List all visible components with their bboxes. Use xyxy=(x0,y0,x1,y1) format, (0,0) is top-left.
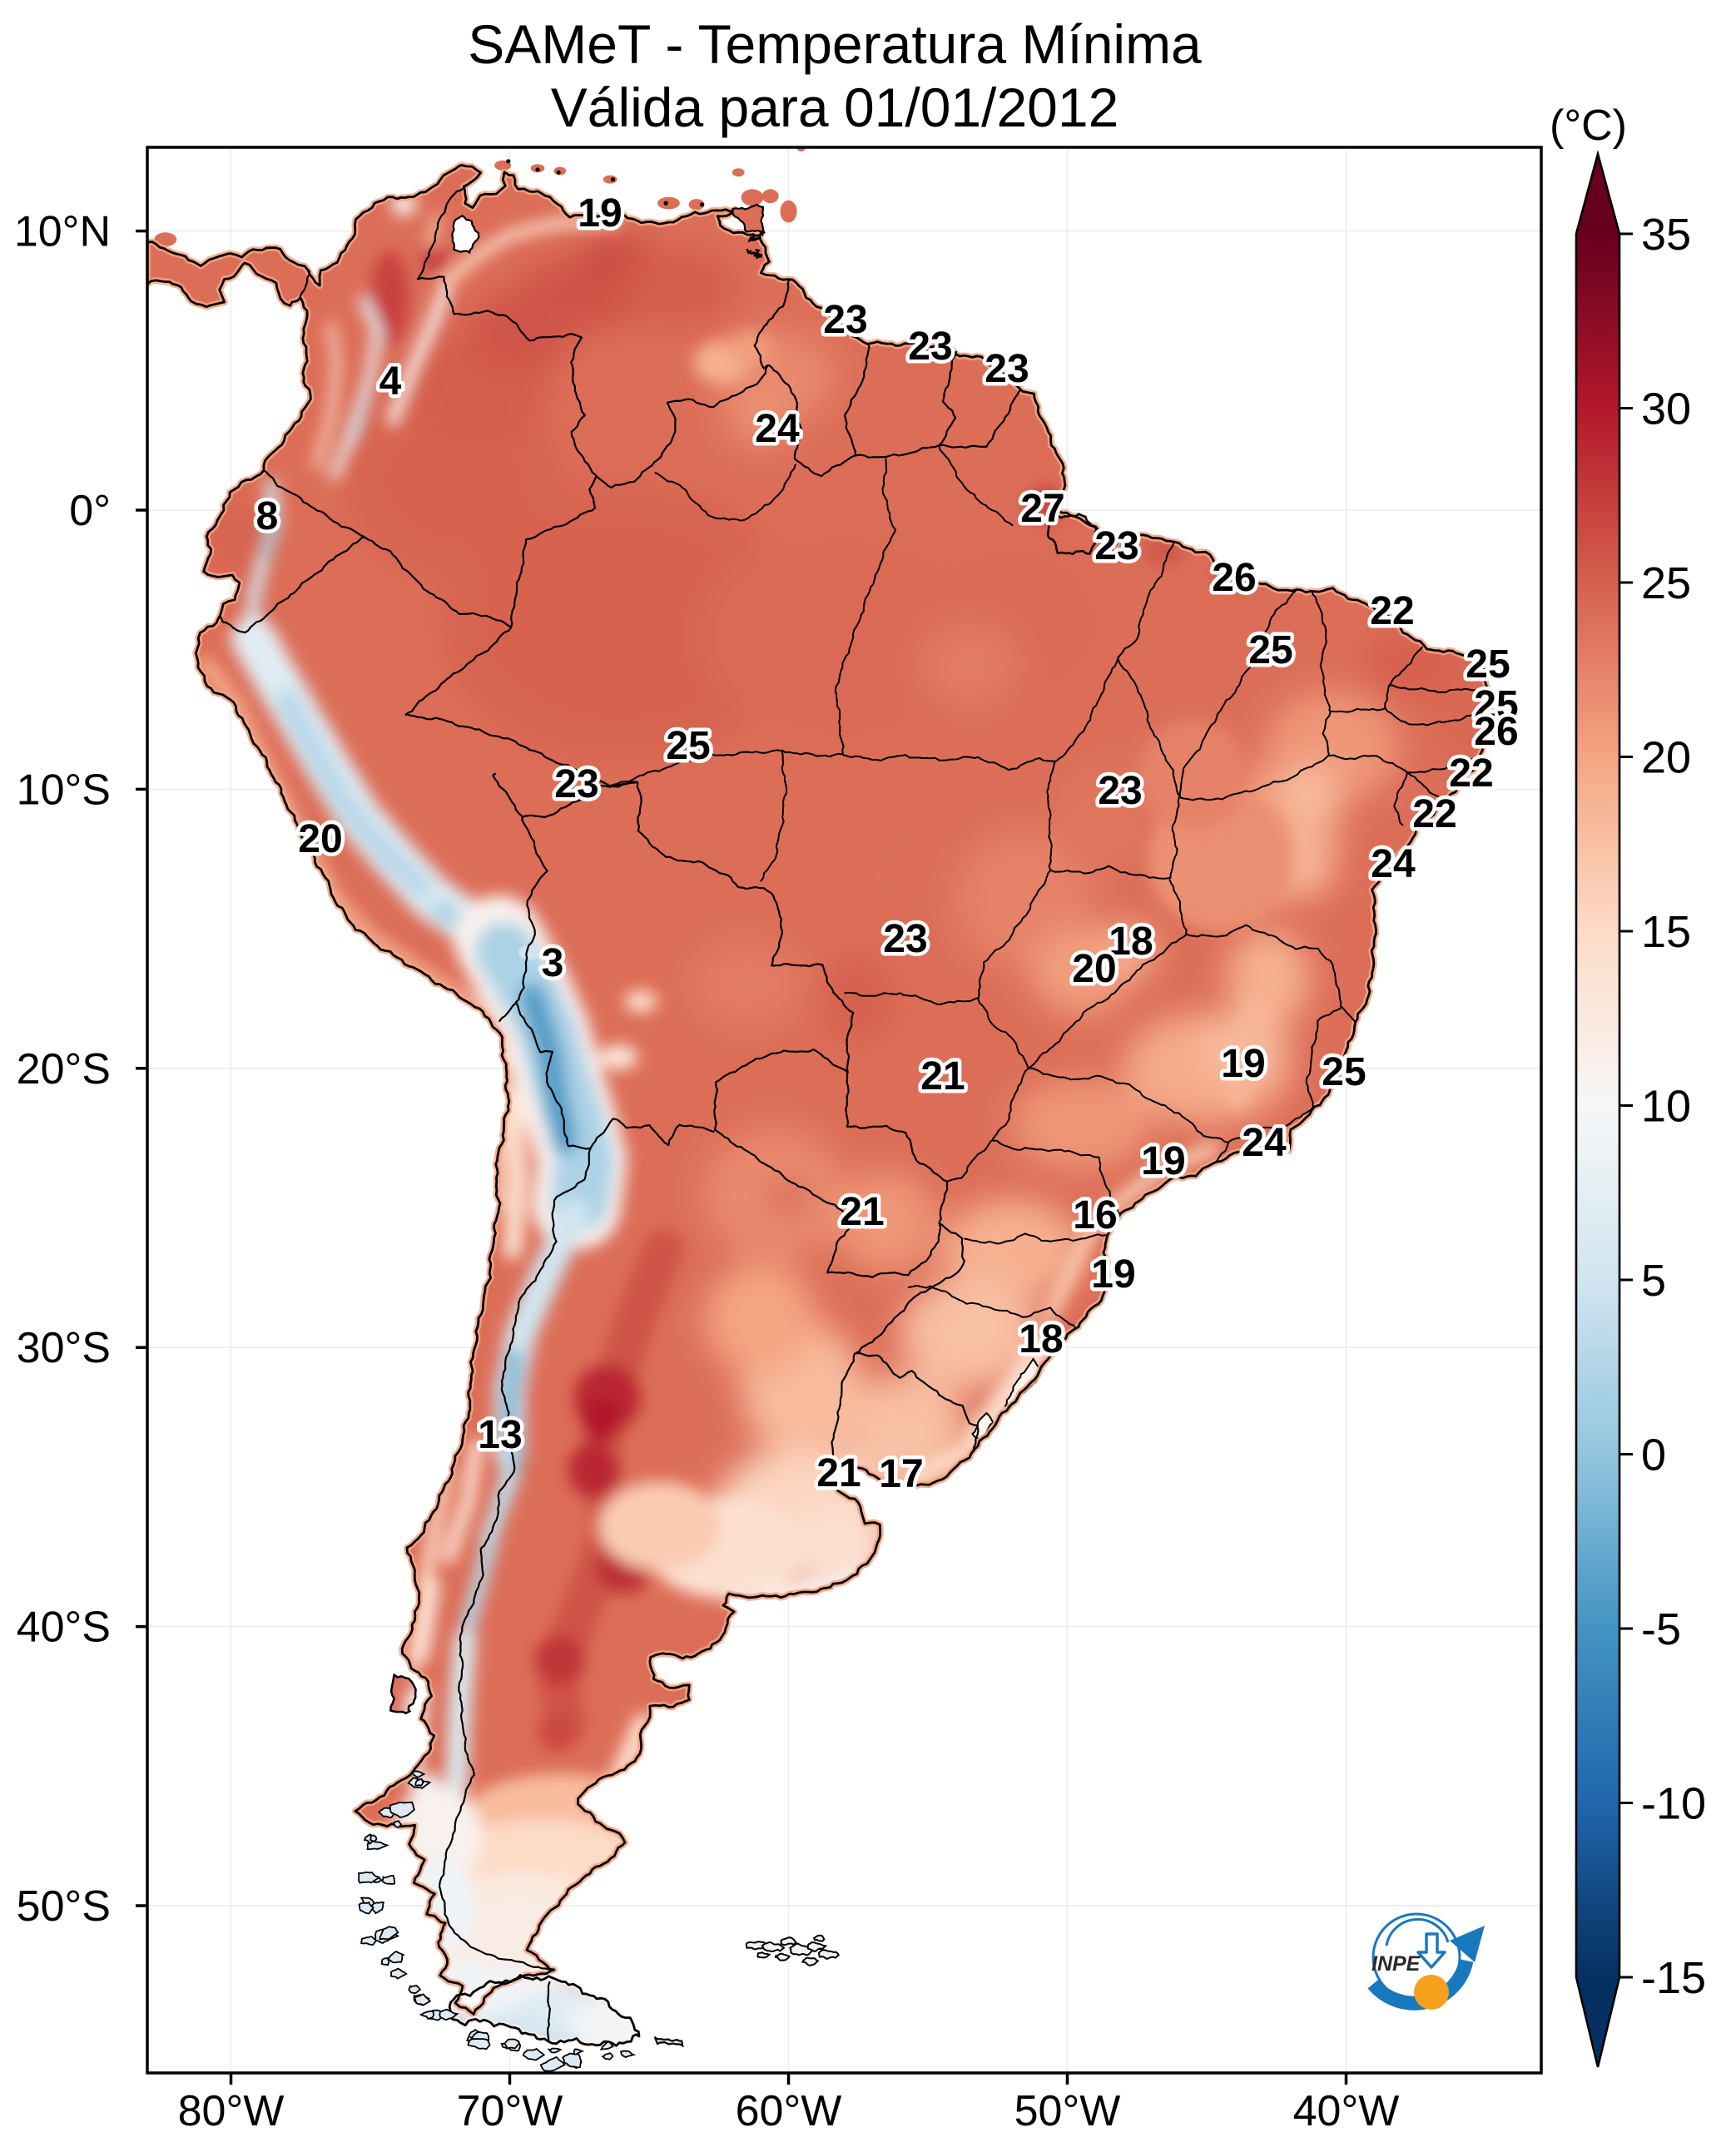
svg-text:10: 10 xyxy=(1641,1082,1691,1132)
svg-text:25: 25 xyxy=(1322,1050,1366,1094)
svg-text:0°: 0° xyxy=(69,487,111,535)
svg-text:25: 25 xyxy=(1466,642,1510,687)
svg-text:23: 23 xyxy=(823,298,867,342)
svg-text:20: 20 xyxy=(1072,947,1116,991)
svg-text:80°W: 80°W xyxy=(178,2087,285,2135)
svg-text:10°S: 10°S xyxy=(17,766,111,814)
svg-text:18: 18 xyxy=(1109,920,1153,964)
svg-text:17: 17 xyxy=(879,1452,923,1496)
svg-text:19: 19 xyxy=(1221,1042,1265,1086)
svg-text:26: 26 xyxy=(1212,556,1256,600)
svg-text:60°W: 60°W xyxy=(736,2087,842,2135)
svg-text:16: 16 xyxy=(1073,1193,1117,1237)
svg-text:5: 5 xyxy=(1641,1256,1666,1306)
svg-text:30°S: 30°S xyxy=(17,1324,111,1372)
svg-text:18: 18 xyxy=(1019,1317,1063,1361)
svg-text:20: 20 xyxy=(298,817,342,861)
svg-text:21: 21 xyxy=(816,1451,861,1495)
svg-text:22: 22 xyxy=(1412,792,1456,836)
svg-text:22: 22 xyxy=(1449,751,1493,796)
svg-text:19: 19 xyxy=(1091,1252,1135,1297)
svg-text:20°S: 20°S xyxy=(17,1045,111,1093)
svg-text:50°S: 50°S xyxy=(17,1882,111,1931)
svg-text:-15: -15 xyxy=(1641,1953,1706,2003)
svg-text:23: 23 xyxy=(554,762,598,806)
svg-text:23: 23 xyxy=(1098,769,1142,813)
svg-text:23: 23 xyxy=(985,347,1029,391)
svg-text:22: 22 xyxy=(1370,589,1414,633)
svg-text:19: 19 xyxy=(1141,1139,1185,1183)
svg-text:40°S: 40°S xyxy=(17,1604,111,1652)
svg-text:-5: -5 xyxy=(1641,1604,1681,1654)
svg-text:8: 8 xyxy=(256,494,279,538)
svg-text:Válida para 01/01/2012: Válida para 01/01/2012 xyxy=(551,77,1119,138)
svg-text:23: 23 xyxy=(908,325,952,369)
svg-text:24: 24 xyxy=(1371,842,1416,886)
svg-text:23: 23 xyxy=(883,917,927,961)
svg-text:0: 0 xyxy=(1641,1431,1666,1480)
svg-text:27: 27 xyxy=(1020,487,1064,531)
svg-text:25: 25 xyxy=(1474,683,1518,727)
svg-text:26: 26 xyxy=(1474,710,1518,754)
svg-text:23: 23 xyxy=(1094,524,1138,568)
svg-text:3: 3 xyxy=(542,941,564,985)
svg-text:19: 19 xyxy=(578,191,622,236)
svg-text:35: 35 xyxy=(1641,210,1691,260)
svg-text:40°W: 40°W xyxy=(1293,2087,1400,2135)
svg-text:10°N: 10°N xyxy=(14,208,111,256)
svg-text:13: 13 xyxy=(478,1413,522,1457)
svg-text:25: 25 xyxy=(1641,558,1691,608)
svg-text:20: 20 xyxy=(1641,733,1691,783)
svg-text:-10: -10 xyxy=(1641,1779,1706,1829)
svg-text:SAMeT - Temperatura Mínima: SAMeT - Temperatura Mínima xyxy=(468,13,1202,75)
svg-text:50°W: 50°W xyxy=(1014,2087,1121,2135)
svg-text:25: 25 xyxy=(666,724,710,768)
svg-text:INPE: INPE xyxy=(1371,1952,1421,1976)
svg-text:4: 4 xyxy=(379,359,402,404)
svg-text:30: 30 xyxy=(1641,384,1691,434)
svg-text:15: 15 xyxy=(1641,907,1691,957)
svg-text:70°W: 70°W xyxy=(457,2087,563,2135)
svg-text:24: 24 xyxy=(1242,1121,1287,1165)
svg-text:(°C): (°C) xyxy=(1550,102,1627,150)
svg-text:21: 21 xyxy=(920,1054,965,1098)
svg-text:24: 24 xyxy=(755,407,800,451)
svg-text:21: 21 xyxy=(840,1190,884,1234)
svg-text:25: 25 xyxy=(1248,628,1292,672)
